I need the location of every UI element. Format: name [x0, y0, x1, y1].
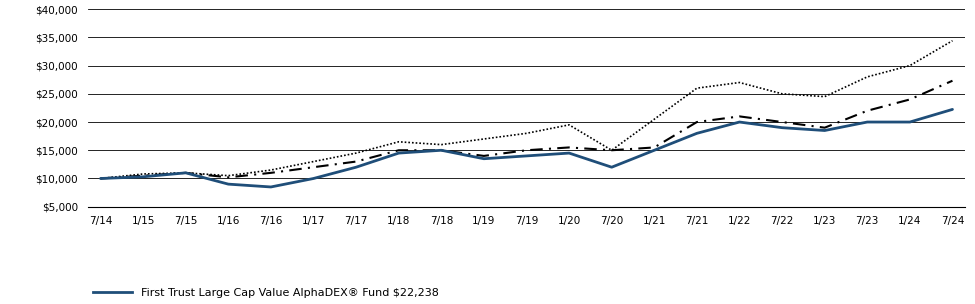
Legend: First Trust Large Cap Value AlphaDEX® Fund $22,238, S&P 500® Index $34,403, S&P : First Trust Large Cap Value AlphaDEX® Fu…	[94, 287, 439, 304]
